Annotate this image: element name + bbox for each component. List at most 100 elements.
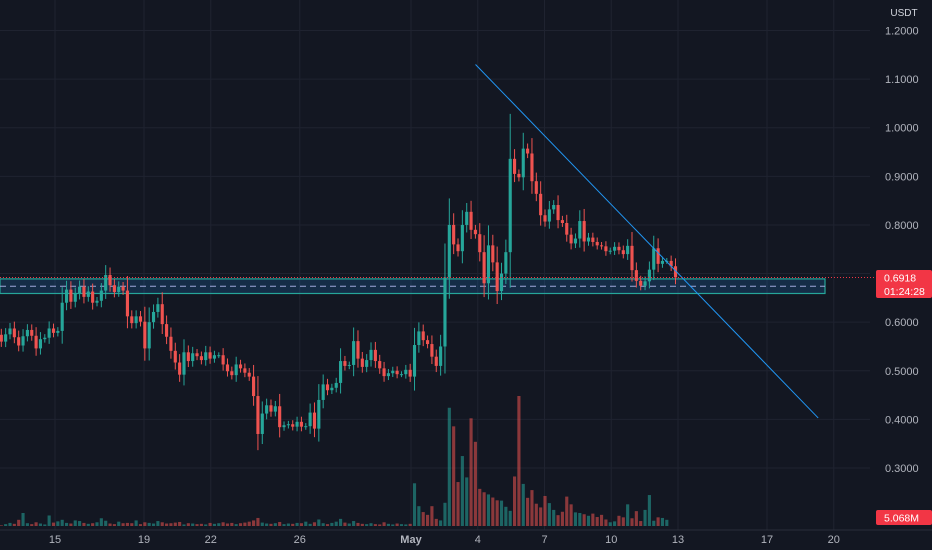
- volume-bar: [325, 524, 330, 526]
- volume-bar: [212, 523, 216, 526]
- candle-body: [482, 252, 486, 284]
- volume-bar: [421, 512, 425, 526]
- candle-body: [317, 399, 321, 429]
- candle-body: [512, 158, 517, 174]
- candle-body: [234, 364, 238, 376]
- volume-bar: [339, 518, 343, 526]
- candle-body: [73, 293, 77, 302]
- time-tick-label: 13: [672, 534, 684, 546]
- time-tick-label: 26: [294, 534, 306, 546]
- candle-body: [634, 270, 638, 281]
- volume-bar: [178, 521, 182, 526]
- volume-bar: [543, 495, 547, 526]
- volume-bar: [473, 441, 477, 526]
- time-tick-label: 19: [138, 534, 150, 546]
- volume-bar: [43, 524, 47, 526]
- volume-bar: [395, 523, 399, 526]
- candle-body: [391, 370, 395, 374]
- volume-bar: [186, 523, 190, 526]
- volume-bar: [51, 522, 56, 526]
- candle-body: [182, 352, 186, 375]
- volume-bar: [469, 418, 473, 526]
- volume-bar: [260, 522, 264, 526]
- volume-bar: [356, 522, 360, 526]
- candle-body: [108, 275, 112, 286]
- candle-body: [460, 224, 464, 252]
- candle-body: [112, 285, 116, 293]
- volume-bar: [138, 524, 143, 526]
- time-tick-label: 22: [205, 534, 217, 546]
- candle-body: [521, 148, 525, 178]
- candle-body: [560, 220, 564, 223]
- volume-bar: [286, 523, 290, 526]
- candle-body: [165, 324, 169, 337]
- volume-bar: [360, 523, 364, 526]
- candle-body: [339, 361, 343, 383]
- time-tick-label: 15: [49, 534, 61, 546]
- volume-bar: [230, 522, 234, 526]
- candle-body: [143, 321, 147, 349]
- candle-body: [191, 353, 195, 362]
- trendline[interactable]: [475, 64, 819, 419]
- candle-body: [134, 316, 138, 324]
- candle-body: [547, 209, 551, 222]
- volume-bar: [512, 476, 517, 526]
- volume-bar: [613, 521, 617, 526]
- candle-body: [643, 281, 647, 286]
- candle-body: [595, 241, 599, 246]
- price-tick-label: 0.6000: [885, 317, 919, 329]
- price-tick-label: 1.1000: [885, 74, 919, 86]
- candle-body: [578, 221, 582, 239]
- countdown-timer: 01:24:28: [884, 286, 925, 298]
- candle-body: [386, 373, 390, 377]
- time-axis[interactable]: 15 19 22 26 May 4 7 10 13 17 20: [0, 529, 932, 546]
- volume-bar: [447, 407, 451, 526]
- candle-body: [352, 341, 356, 365]
- candle-body: [456, 244, 460, 252]
- candle-body: [0, 334, 3, 342]
- candle-body: [117, 286, 121, 293]
- volume-bar: [526, 497, 530, 526]
- volume-bar: [69, 523, 73, 526]
- volume-bar: [208, 522, 212, 526]
- candle-body: [604, 246, 608, 252]
- candle-body: [586, 237, 591, 242]
- volume-bar: [643, 509, 647, 526]
- volume-value: 5.068M: [884, 513, 919, 525]
- candle-body: [104, 275, 108, 291]
- volume-bar: [556, 515, 560, 526]
- candle-body: [91, 291, 95, 303]
- candle-body: [378, 361, 382, 369]
- candle-body: [334, 382, 338, 388]
- candle-body: [156, 304, 160, 312]
- candle-body: [230, 371, 234, 376]
- candle-body: [426, 340, 430, 345]
- candle-body: [21, 336, 25, 346]
- price-tick-label: 1.0000: [885, 123, 919, 135]
- candle-body: [434, 356, 438, 366]
- volume-bar: [391, 524, 395, 526]
- volume-bar: [234, 524, 238, 526]
- candle-body: [499, 273, 504, 292]
- candle-body: [526, 148, 530, 154]
- candle-body: [478, 234, 482, 253]
- volume-bar: [91, 523, 95, 526]
- volume-bar: [199, 523, 203, 526]
- price-axis[interactable]: USDT 1.20001.10001.00000.90000.80000.700…: [885, 8, 919, 475]
- candle-body: [452, 224, 456, 245]
- candle-body: [125, 290, 130, 317]
- candle-body: [382, 368, 386, 377]
- volume-bar: [86, 523, 90, 526]
- candle-body: [491, 245, 495, 263]
- candle-body: [556, 205, 560, 221]
- volume-bar: [47, 515, 51, 526]
- candle-body: [321, 384, 325, 400]
- candle-body: [60, 302, 64, 331]
- volume-bar: [182, 524, 186, 526]
- volume-bar: [491, 497, 495, 526]
- last-price-tag: [876, 270, 932, 298]
- volume-bar: [369, 523, 373, 526]
- last-price-value: 0.6918: [884, 273, 916, 285]
- candle-body: [212, 355, 216, 359]
